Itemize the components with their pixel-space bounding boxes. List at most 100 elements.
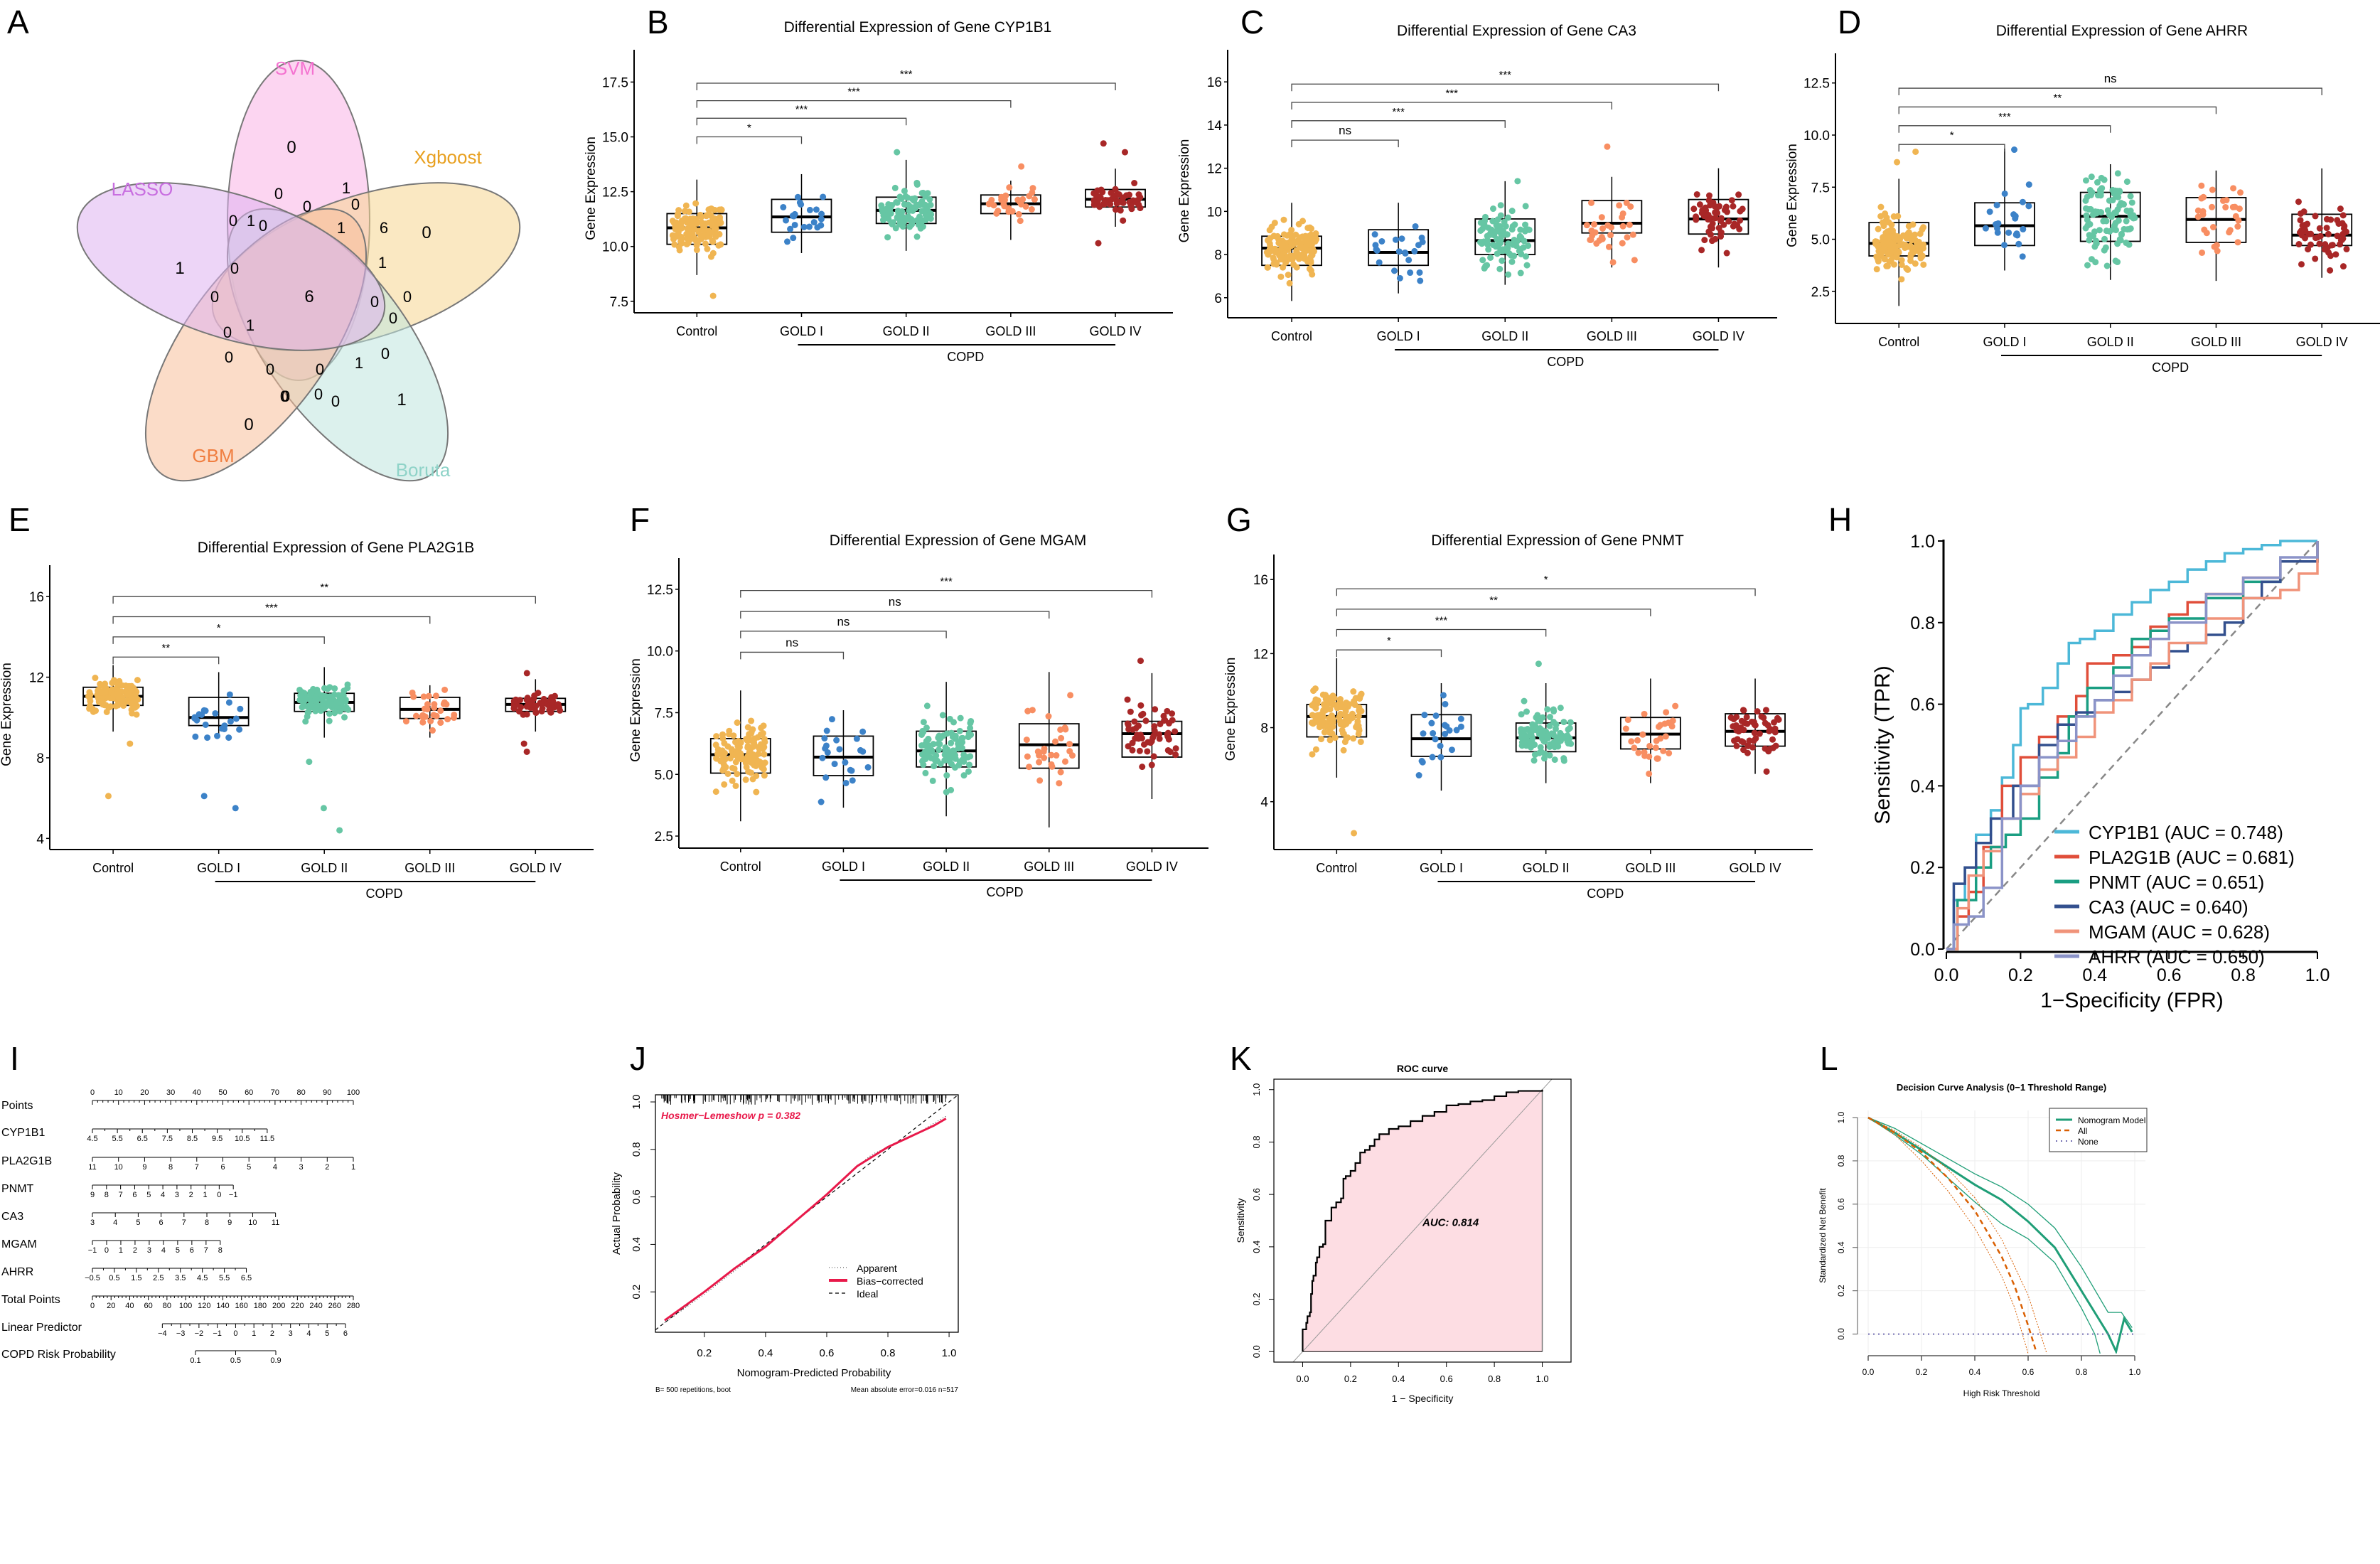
data-point (1144, 748, 1151, 755)
data-point (2295, 198, 2302, 205)
data-point (112, 702, 119, 709)
data-point-outlier (104, 793, 112, 800)
data-point (538, 701, 545, 708)
data-point (2198, 182, 2205, 189)
data-point (705, 206, 712, 213)
data-point (532, 708, 540, 715)
nomogram-tick-label: 10 (114, 1088, 123, 1097)
data-point (1763, 768, 1770, 775)
data-point (1114, 198, 1121, 205)
nomogram-tick-label: 180 (254, 1302, 267, 1310)
x-tick-label: 0.0 (1934, 965, 1959, 985)
data-point (1440, 692, 1447, 699)
data-point (1499, 246, 1506, 253)
x-tick-label: GOLD II (1481, 329, 1528, 343)
data-point (1312, 705, 1319, 712)
y-tick-label: 4 (1260, 796, 1268, 810)
data-point (1140, 710, 1147, 717)
nomogram-tick-label: 1 (252, 1329, 256, 1338)
nomogram-tick-label: 4.5 (197, 1274, 208, 1282)
data-point (1285, 272, 1292, 279)
data-point (926, 196, 933, 203)
data-point (225, 734, 232, 741)
data-point (738, 756, 745, 763)
data-point (1418, 234, 1425, 241)
data-point (1731, 220, 1738, 227)
data-point (1135, 201, 1142, 208)
data-point (1392, 236, 1399, 243)
data-point (1624, 717, 1631, 724)
data-point (1646, 770, 1653, 777)
significance-label: *** (847, 86, 860, 98)
legend-label: AHRR (AUC = 0.650) (2089, 946, 2265, 968)
nomogram-tick-label: 3 (289, 1329, 293, 1338)
data-point (905, 213, 912, 220)
data-point (1727, 714, 1735, 721)
data-point (1131, 180, 1138, 187)
nomogram-tick-label: 1.5 (131, 1274, 141, 1282)
venn-count-region: 1 (378, 254, 387, 272)
significance-bracket (740, 651, 845, 660)
x-tick-label: GOLD IV (2296, 335, 2348, 349)
data-point (1129, 746, 1136, 754)
data-point (744, 744, 751, 751)
nomogram-tick-label: 2 (133, 1246, 137, 1255)
nomogram-tick-label: 9 (142, 1163, 146, 1172)
x-tick-label: Control (676, 324, 717, 338)
data-point (1593, 240, 1600, 247)
data-point (1326, 729, 1333, 736)
data-point (1551, 744, 1558, 751)
panel-label: J (630, 1040, 646, 1077)
y-axis-label: Actual Probability (611, 1172, 623, 1255)
nomogram-tick-label: 9.5 (212, 1135, 223, 1143)
data-point (302, 695, 309, 702)
data-point (859, 728, 867, 735)
y-axis-label: Gene Expression (584, 136, 599, 240)
data-point (1641, 752, 1649, 759)
reference-diagonal (1292, 1078, 1553, 1363)
data-point (1415, 772, 1422, 779)
nomogram-tick-label: 5 (247, 1163, 251, 1172)
data-point (1567, 719, 1574, 726)
data-point (1432, 712, 1440, 719)
data-point (2213, 242, 2220, 249)
nomogram-tick-label: 100 (179, 1302, 192, 1310)
significance-bracket (696, 136, 803, 144)
significance-label: * (1950, 129, 1954, 141)
data-point (1142, 717, 1149, 724)
legend-label: MGAM (AUC = 0.628) (2089, 921, 2270, 943)
data-point (891, 184, 899, 191)
data-point (319, 700, 326, 707)
significance-label: ns (786, 636, 798, 649)
data-point (1523, 708, 1531, 715)
data-point (677, 233, 685, 240)
nomogram-tick-label: 5 (136, 1218, 140, 1227)
nomogram-tick-label: 4.5 (87, 1135, 97, 1143)
data-point (1430, 729, 1437, 737)
data-point (1132, 724, 1140, 732)
data-point (1139, 764, 1146, 771)
data-point (1717, 229, 1725, 236)
data-point (1504, 245, 1511, 252)
data-point (1172, 745, 1179, 752)
data-point (1328, 720, 1335, 727)
data-point-outlier (320, 805, 327, 812)
venn-count-region: 0 (223, 323, 232, 341)
significance-bracket (112, 656, 220, 665)
data-point (1560, 755, 1567, 762)
data-point (920, 201, 927, 208)
data-point (1712, 235, 1719, 242)
data-point (1605, 243, 1612, 250)
data-point (1917, 230, 1924, 237)
nomogram-tick-label: 260 (328, 1302, 341, 1310)
chart-title: Differential Expression of Gene CA3 (1397, 23, 1636, 39)
data-point (1522, 227, 1529, 234)
data-point (1743, 714, 1750, 721)
y-tick-label: 0.4 (1251, 1241, 1262, 1253)
data-point (2194, 207, 2202, 214)
data-point (2297, 217, 2304, 224)
data-point (2127, 193, 2134, 200)
data-point (2335, 220, 2342, 227)
venn-label-svm: SVM (275, 58, 315, 79)
data-point (1662, 733, 1669, 740)
